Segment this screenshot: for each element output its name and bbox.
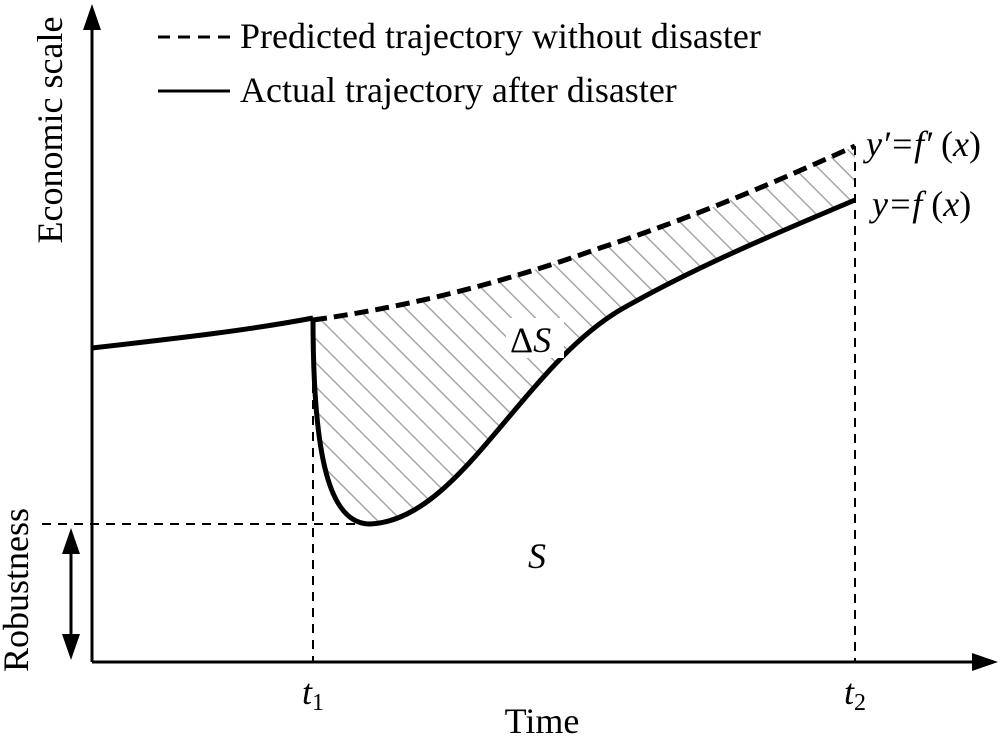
x-axis-arrowhead (972, 653, 998, 671)
actual-trajectory-post-disaster (310, 197, 856, 527)
loss-label-background (506, 318, 564, 358)
y-axis-label: Economic scale (30, 17, 70, 244)
legend: Predicted trajectory without disaster Ac… (158, 16, 761, 110)
legend-actual-label: Actual trajectory after disaster (240, 70, 677, 110)
loss-area-label: ΔS (510, 320, 551, 360)
base-area-label: S (528, 536, 546, 576)
x-axis-label: Time (505, 701, 580, 737)
predicted-curve-label: y′=f′ (x) (863, 124, 981, 164)
robustness-label: Robustness (0, 508, 36, 672)
t1-tick-label: t1 (302, 672, 324, 716)
t2-tick-label: t2 (844, 672, 866, 716)
y-axis-arrowhead (83, 4, 101, 30)
actual-trajectory-pre-disaster (91, 315, 314, 351)
actual-curve-label: y=f (x) (869, 184, 971, 224)
axes (83, 4, 998, 671)
robustness-double-arrow (62, 528, 80, 660)
predicted-trajectory-line (312, 143, 857, 323)
legend-predicted-label: Predicted trajectory without disaster (240, 16, 761, 56)
